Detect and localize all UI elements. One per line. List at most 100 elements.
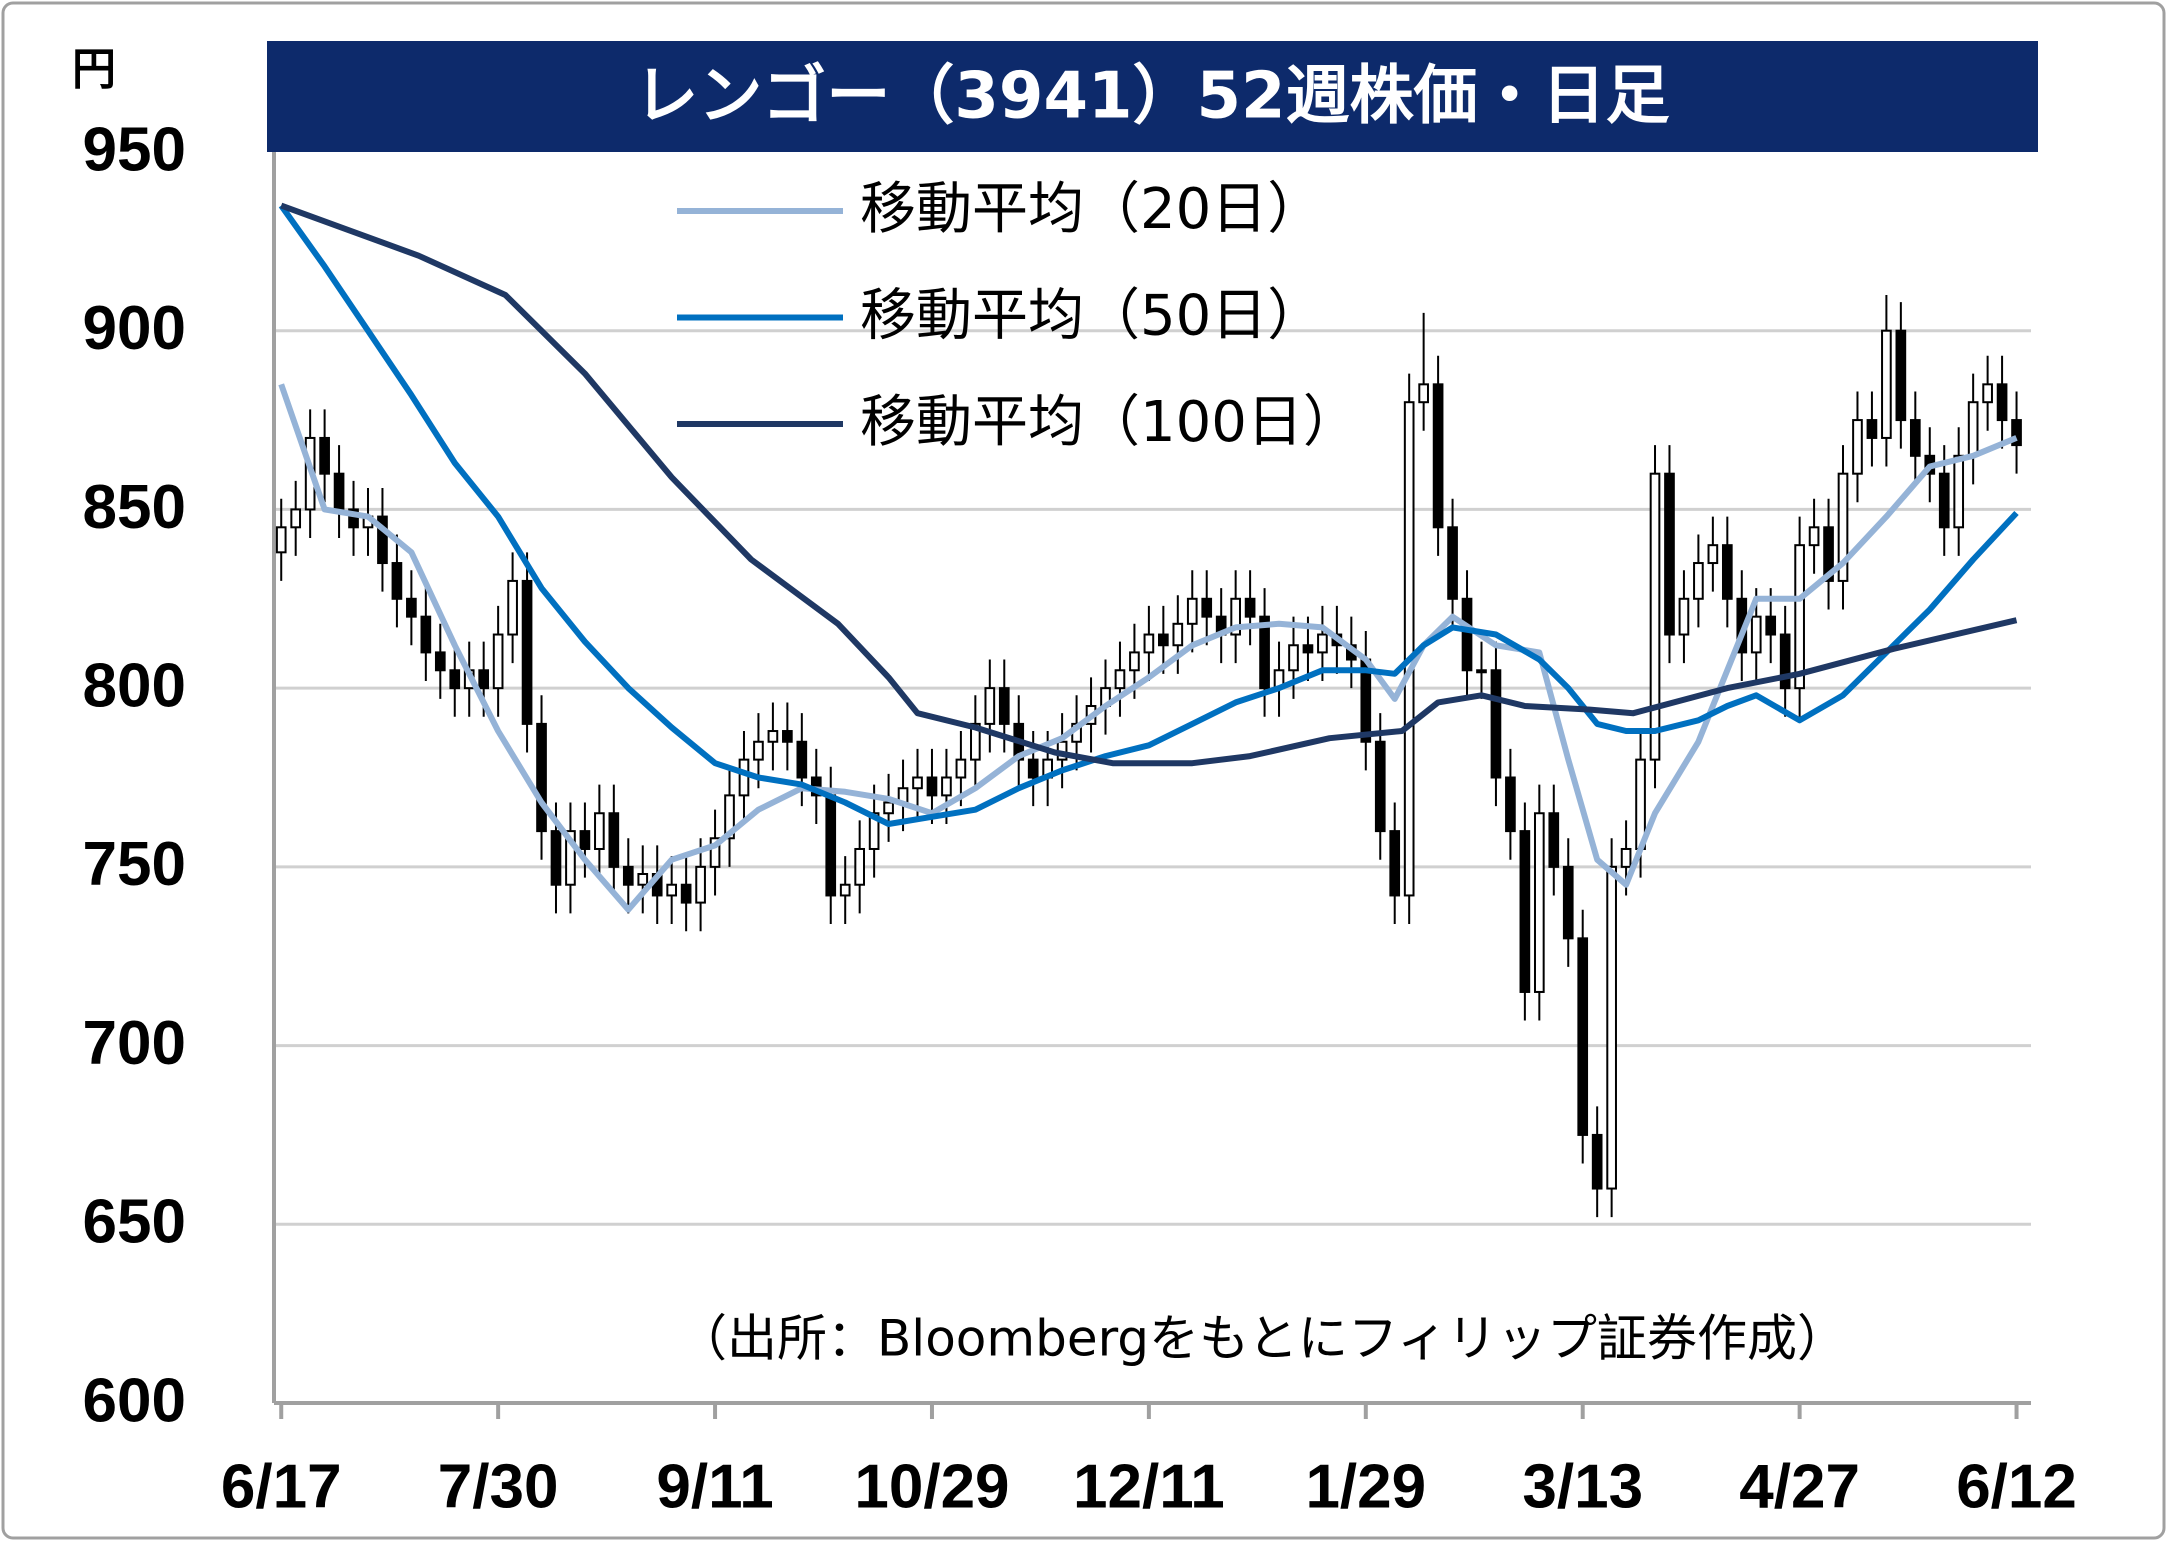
ma-line (278, 383, 2018, 913)
candle-body (550, 830, 562, 886)
y-tick-label: 800 (83, 652, 186, 721)
y-tick-label: 750 (83, 830, 186, 899)
candle-body (941, 776, 952, 797)
x-tick-label: 12/11 (1073, 1452, 1225, 1521)
candle-body (1114, 669, 1126, 690)
candle-body (2011, 419, 2022, 447)
candle-body (782, 730, 793, 743)
y-unit: 円 (72, 44, 116, 95)
candle-body (1895, 329, 1907, 422)
candle-body (377, 515, 388, 565)
candle-body (1765, 615, 1777, 636)
y-tick-label: 650 (83, 1188, 186, 1257)
candle-body (275, 526, 287, 554)
candle-body (1953, 454, 1965, 529)
candle-body (1649, 472, 1661, 761)
candle-body (1591, 1133, 1603, 1190)
candle-body (1909, 419, 1921, 457)
candle-body (420, 615, 432, 654)
candle-body (1577, 937, 1589, 1136)
candle-body (594, 812, 605, 850)
candle-body (319, 436, 330, 475)
y-tick-label: 950 (83, 115, 186, 184)
ma-line (278, 203, 2019, 827)
candle-body (478, 669, 490, 690)
source-note: （出所：Bloombergをもとにフィリップ証券作成） (677, 1310, 1847, 1368)
candle-body (1461, 597, 1473, 672)
candle-body (622, 865, 634, 886)
candle-body (1707, 544, 1719, 565)
candle-body (926, 776, 938, 797)
candle-body (854, 847, 866, 886)
ma-line (280, 202, 2018, 767)
candle-body (1548, 812, 1560, 868)
title-bar (267, 41, 2038, 152)
x-tick-label: 3/13 (1522, 1452, 1643, 1521)
candle-body (1779, 633, 1791, 690)
candle-body (912, 776, 923, 790)
candle-body (1244, 597, 1256, 618)
candle-body (1418, 383, 1429, 404)
x-tick-label: 9/11 (656, 1452, 773, 1521)
x-tick-label: 4/27 (1739, 1452, 1860, 1521)
candle-body (767, 730, 779, 743)
candle-body (579, 830, 591, 850)
candle-body (1620, 847, 1632, 868)
candle-body (1129, 651, 1140, 672)
y-tick-label: 900 (83, 294, 186, 363)
y-tick-label: 700 (83, 1009, 186, 1078)
candle-body (738, 758, 750, 797)
candle-body (1721, 544, 1733, 600)
candle-body (680, 883, 692, 904)
candle-body (998, 687, 1010, 725)
candle-body (608, 812, 620, 868)
candle-body (825, 794, 837, 897)
x-tick-label: 6/17 (221, 1452, 342, 1521)
candle-body (839, 883, 851, 897)
candle-body (724, 794, 735, 840)
candle-body (348, 508, 359, 529)
chart-title: レンゴー（3941）52週株価・日足 (634, 60, 1669, 134)
candle-body (1823, 526, 1834, 582)
candle-body (1374, 740, 1386, 833)
legend-label: 移動平均（100日） (860, 390, 1359, 455)
candle-body (1186, 597, 1198, 625)
candle-body (1519, 830, 1531, 993)
x-tick-label: 6/12 (1956, 1452, 2077, 1521)
candle-body (1476, 669, 1487, 674)
candle-body (536, 722, 547, 833)
x-tick-label: 1/29 (1305, 1452, 1426, 1521)
candle-body (1432, 383, 1444, 529)
candle-body (709, 837, 721, 868)
candle-body (1490, 669, 1502, 779)
candle-body (1201, 597, 1213, 618)
candle-body (1259, 615, 1270, 690)
candle-body (637, 873, 649, 886)
candle-body (1866, 419, 1878, 439)
y-tick-label: 850 (83, 473, 186, 542)
candle-body (1158, 633, 1169, 647)
candle-body (1302, 644, 1314, 654)
candle-body (290, 508, 302, 529)
candle-body (333, 472, 345, 511)
candle-body (1562, 865, 1574, 940)
candle-body (1837, 472, 1849, 582)
legend-label: 移動平均（20日） (860, 177, 1323, 242)
candle-body (1982, 383, 1993, 404)
candle-body (565, 830, 576, 886)
candle-body (406, 597, 417, 618)
candle-body (1678, 597, 1690, 636)
candle-body (1750, 615, 1762, 654)
candle-body (796, 740, 808, 779)
candle-body (1794, 544, 1805, 690)
candle-body (1693, 562, 1704, 600)
candle-body (970, 722, 981, 761)
candle-body (1317, 633, 1328, 654)
candle-body (1664, 472, 1675, 636)
candle-body (391, 562, 403, 600)
candle-body (1447, 526, 1458, 600)
candle-body (1808, 526, 1820, 547)
candle-body (1027, 758, 1039, 779)
candle-body (1143, 633, 1155, 654)
